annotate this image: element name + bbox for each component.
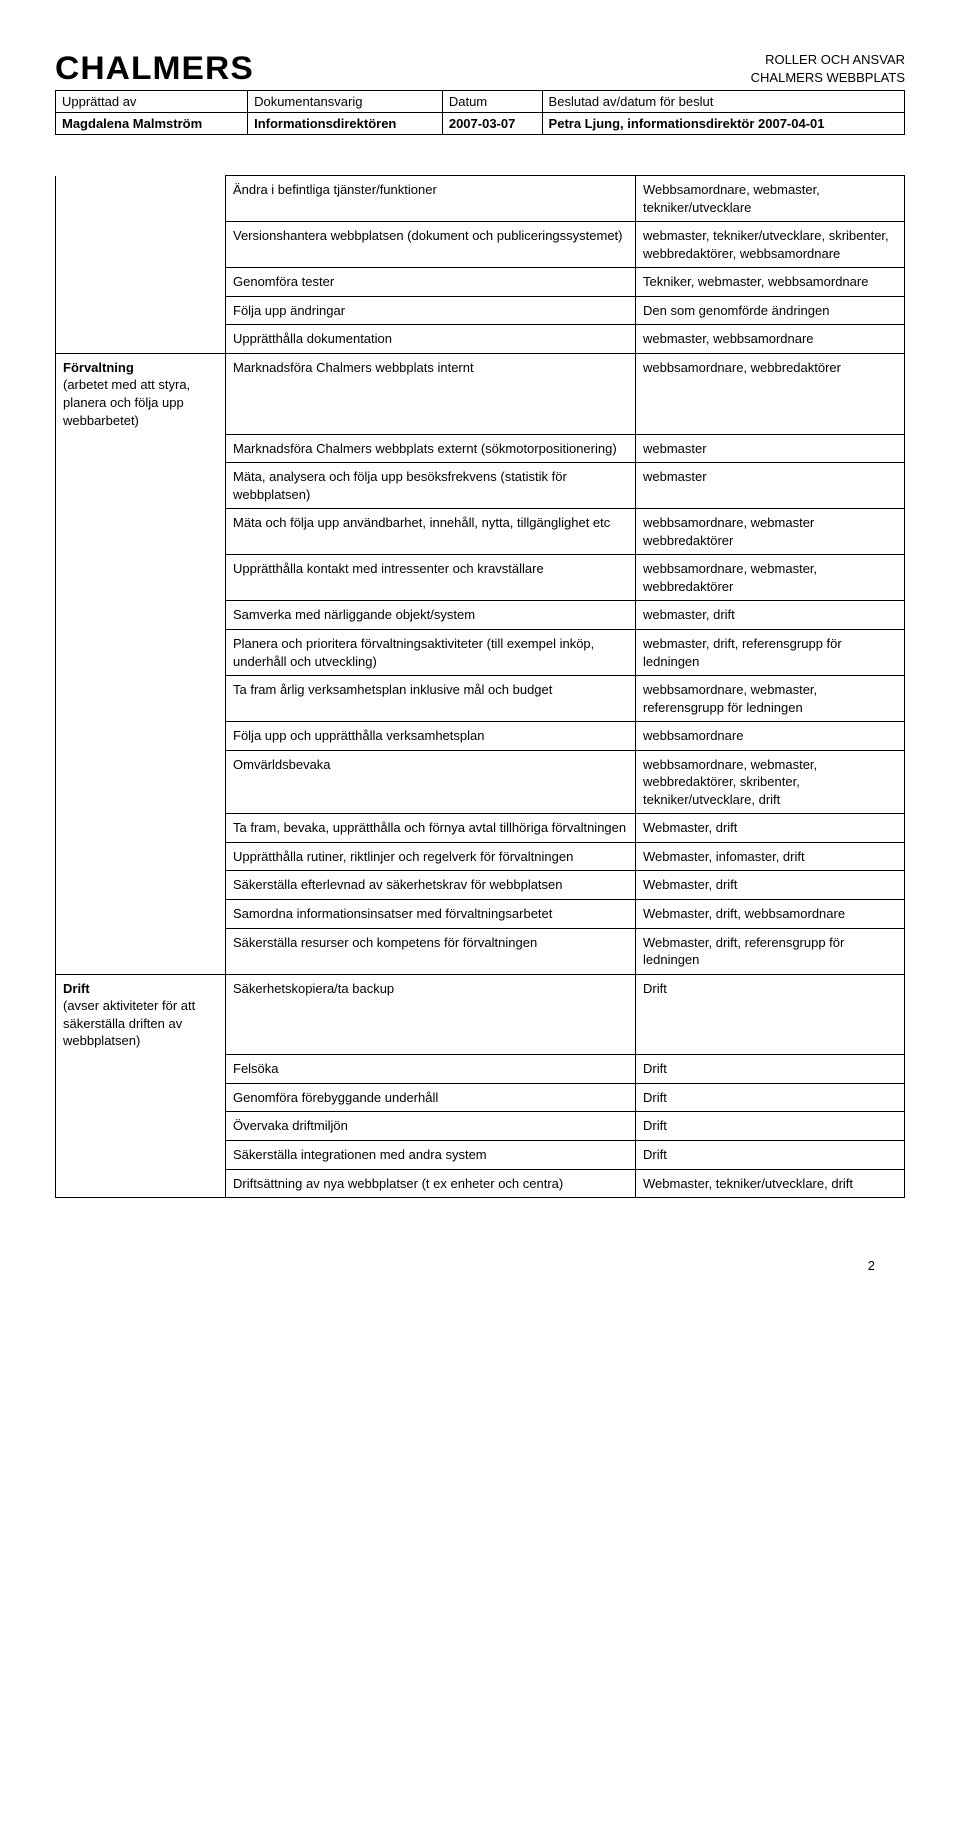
resp-cell: Drift xyxy=(636,1055,905,1084)
cat-blank xyxy=(56,176,226,222)
cat-blank xyxy=(56,629,226,675)
resp-cell: Den som genomförde ändringen xyxy=(636,296,905,325)
cat-blank xyxy=(56,1112,226,1141)
meta-h-owner: Dokumentansvarig xyxy=(248,91,443,113)
meta-v-date: 2007-03-07 xyxy=(442,113,542,135)
resp-cell: Drift xyxy=(636,1140,905,1169)
resp-cell: Webmaster, drift xyxy=(636,871,905,900)
cat-blank xyxy=(56,325,226,354)
resp-cell: webmaster, drift, referensgrupp för ledn… xyxy=(636,629,905,675)
cat-blank xyxy=(56,871,226,900)
resp-cell: webbsamordnare xyxy=(636,722,905,751)
main-table: Ändra i befintliga tjänster/funktioner W… xyxy=(55,175,905,1198)
cat-blank xyxy=(56,842,226,871)
resp-cell: webmaster, drift xyxy=(636,601,905,630)
task-cell: Samverka med närliggande objekt/system xyxy=(226,601,636,630)
resp-cell: webbsamordnare, webbredaktörer xyxy=(636,353,905,434)
cat-blank xyxy=(56,268,226,297)
task-cell: Följa upp ändringar xyxy=(226,296,636,325)
meta-h-author: Upprättad av xyxy=(56,91,248,113)
task-cell: Marknadsföra Chalmers webbplats externt … xyxy=(226,434,636,463)
task-cell: Versionshantera webbplatsen (dokument oc… xyxy=(226,222,636,268)
cat-title: Förvaltning xyxy=(63,360,134,375)
meta-table: Upprättad av Dokumentansvarig Datum Besl… xyxy=(55,90,905,135)
resp-cell: webbsamordnare, webmaster, webbredaktöre… xyxy=(636,750,905,814)
task-cell: Omvärldsbevaka xyxy=(226,750,636,814)
cat-blank xyxy=(56,296,226,325)
resp-cell: webbsamordnare, webmaster webbredaktörer xyxy=(636,509,905,555)
task-cell: Mäta, analysera och följa upp besöksfrek… xyxy=(226,463,636,509)
task-cell: Upprätthålla dokumentation xyxy=(226,325,636,354)
task-cell: Genomföra tester xyxy=(226,268,636,297)
cat-desc: (arbetet med att styra, planera och följ… xyxy=(63,377,190,427)
task-cell: Samordna informationsinsatser med förval… xyxy=(226,900,636,929)
cat-blank xyxy=(56,814,226,843)
logo: CHALMERS xyxy=(55,50,947,87)
cat-blank xyxy=(56,900,226,929)
cat-title: Drift xyxy=(63,981,90,996)
task-cell: Upprätthålla kontakt med intressenter oc… xyxy=(226,555,636,601)
resp-cell: webbsamordnare, webmaster, referensgrupp… xyxy=(636,676,905,722)
cat-blank xyxy=(56,928,226,974)
resp-cell: Webmaster, tekniker/utvecklare, drift xyxy=(636,1169,905,1198)
task-cell: Ändra i befintliga tjänster/funktioner xyxy=(226,176,636,222)
cat-blank xyxy=(56,750,226,814)
task-cell: Ta fram årlig verksamhetsplan inklusive … xyxy=(226,676,636,722)
resp-cell: Drift xyxy=(636,1112,905,1141)
resp-cell: Tekniker, webmaster, webbsamordnare xyxy=(636,268,905,297)
task-cell: Följa upp och upprätthålla verksamhetspl… xyxy=(226,722,636,751)
task-cell: Upprätthålla rutiner, riktlinjer och reg… xyxy=(226,842,636,871)
meta-h-decision: Beslutad av/datum för beslut xyxy=(542,91,904,113)
resp-cell: Drift xyxy=(636,974,905,1055)
resp-cell: Webmaster, drift xyxy=(636,814,905,843)
task-cell: Ta fram, bevaka, upprätthålla och förnya… xyxy=(226,814,636,843)
cat-blank xyxy=(56,1055,226,1084)
cat-blank xyxy=(56,722,226,751)
cat-blank xyxy=(56,601,226,630)
task-cell: Planera och prioritera förvaltningsaktiv… xyxy=(226,629,636,675)
task-cell: Säkerställa efterlevnad av säkerhetskrav… xyxy=(226,871,636,900)
resp-cell: Webmaster, infomaster, drift xyxy=(636,842,905,871)
cat-blank xyxy=(56,1169,226,1198)
resp-cell: webmaster, webbsamordnare xyxy=(636,325,905,354)
cat-blank xyxy=(56,222,226,268)
meta-h-date: Datum xyxy=(442,91,542,113)
page-number: 2 xyxy=(55,1258,875,1273)
cat-blank xyxy=(56,676,226,722)
task-cell: Säkerhetskopiera/ta backup xyxy=(226,974,636,1055)
task-cell: Säkerställa integrationen med andra syst… xyxy=(226,1140,636,1169)
task-cell: Marknadsföra Chalmers webbplats internt xyxy=(226,353,636,434)
task-cell: Driftsättning av nya webbplatser (t ex e… xyxy=(226,1169,636,1198)
cat-blank xyxy=(56,1140,226,1169)
task-cell: Övervaka driftmiljön xyxy=(226,1112,636,1141)
task-cell: Mäta och följa upp användbarhet, innehål… xyxy=(226,509,636,555)
meta-v-author: Magdalena Malmström xyxy=(56,113,248,135)
cat-drift: Drift (avser aktiviteter för att säkerst… xyxy=(56,974,226,1055)
resp-cell: webbsamordnare, webmaster, webbredaktöre… xyxy=(636,555,905,601)
resp-cell: webmaster xyxy=(636,434,905,463)
resp-cell: Webmaster, drift, webbsamordnare xyxy=(636,900,905,929)
meta-v-owner: Informationsdirektören xyxy=(248,113,443,135)
cat-blank xyxy=(56,555,226,601)
cat-blank xyxy=(56,1083,226,1112)
resp-cell: webmaster, tekniker/utvecklare, skribent… xyxy=(636,222,905,268)
cat-forvaltning: Förvaltning (arbetet med att styra, plan… xyxy=(56,353,226,434)
resp-cell: Webbsamordnare, webmaster, tekniker/utve… xyxy=(636,176,905,222)
task-cell: Felsöka xyxy=(226,1055,636,1084)
task-cell: Genomföra förebyggande underhåll xyxy=(226,1083,636,1112)
cat-desc: (avser aktiviteter för att säkerställa d… xyxy=(63,998,195,1048)
meta-v-decision: Petra Ljung, informationsdirektör 2007-0… xyxy=(542,113,904,135)
task-cell: Säkerställa resurser och kompetens för f… xyxy=(226,928,636,974)
cat-blank xyxy=(56,434,226,463)
resp-cell: webmaster xyxy=(636,463,905,509)
cat-blank xyxy=(56,509,226,555)
cat-blank xyxy=(56,463,226,509)
resp-cell: Drift xyxy=(636,1083,905,1112)
resp-cell: Webmaster, drift, referensgrupp för ledn… xyxy=(636,928,905,974)
